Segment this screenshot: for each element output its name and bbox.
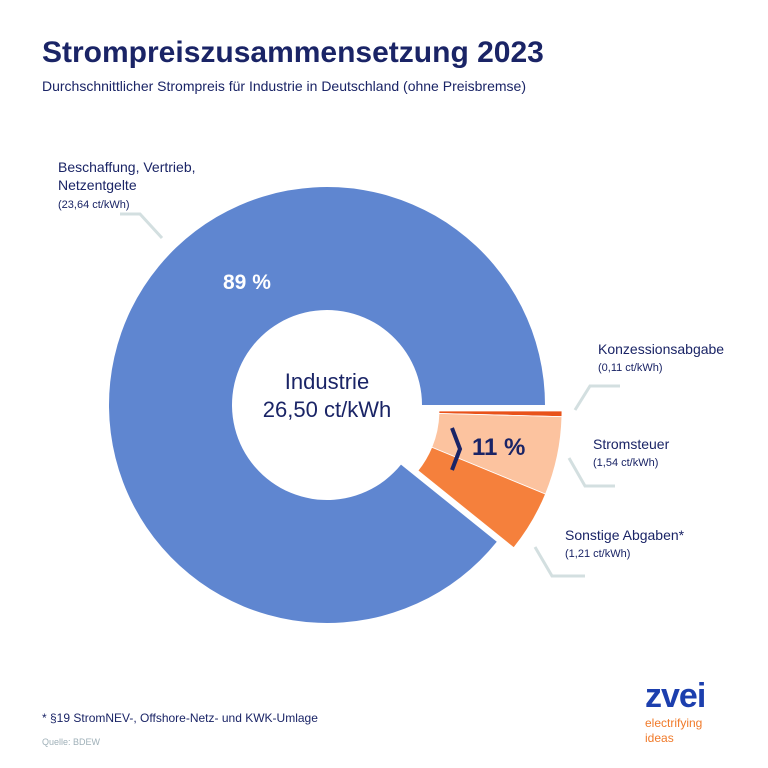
chart-subtitle: Durchschnittlicher Strompreis für Indust… xyxy=(42,78,526,94)
bracket-icon xyxy=(450,427,463,471)
logo-wordmark: zvei xyxy=(645,677,706,715)
source: Quelle: BDEW xyxy=(42,737,101,747)
label-konzession-value: (0,11 ct/kWh) xyxy=(598,362,663,374)
label-beschaffung-name: Beschaffung, Vertrieb, Netzentgelte xyxy=(58,159,196,193)
label-stromsteuer-name: Stromsteuer xyxy=(593,436,670,452)
leader-line-stromsteuer xyxy=(567,457,615,488)
leader-line-konzession xyxy=(573,384,620,411)
percent-label-main: 89 % xyxy=(223,271,271,294)
label-sonstige: Sonstige Abgaben* (1,21 ct/kWh) xyxy=(565,526,684,562)
leader-line-sonstige xyxy=(533,546,585,578)
percent-label-group: 11 % xyxy=(472,434,526,461)
label-sonstige-value: (1,21 ct/kWh) xyxy=(565,548,631,560)
chart-title: Strompreiszusammensetzung 2023 xyxy=(42,36,544,69)
footnote: * §19 StromNEV-, Offshore-Netz- und KWK-… xyxy=(42,711,318,725)
label-konzession: Konzessionsabgabe (0,11 ct/kWh) xyxy=(598,340,724,376)
label-sonstige-name: Sonstige Abgaben* xyxy=(565,527,685,543)
label-stromsteuer: Stromsteuer (1,54 ct/kWh) xyxy=(593,435,669,471)
slice-sonstige-abgaben xyxy=(417,446,547,549)
label-stromsteuer-value: (1,54 ct/kWh) xyxy=(593,457,659,469)
label-beschaffung: Beschaffung, Vertrieb, Netzentgelte (23,… xyxy=(58,158,233,213)
center-label-total: 26,50 ct/kWh xyxy=(262,397,392,422)
center-label-name: Industrie xyxy=(284,369,370,394)
slice-beschaffung-vertrieb-netzentgelte xyxy=(109,186,545,623)
zvei-logo: zvei electrifying ideas xyxy=(645,676,706,746)
center-label: Industrie 26,50 ct/kWh xyxy=(237,368,417,424)
leader-line-beschaffung xyxy=(120,212,164,240)
label-konzession-name: Konzessionsabgabe xyxy=(598,341,725,357)
logo-tagline-1: electrifying xyxy=(645,716,703,730)
label-beschaffung-value: (23,64 ct/kWh) xyxy=(58,199,130,211)
logo-tagline-2: ideas xyxy=(645,731,674,745)
